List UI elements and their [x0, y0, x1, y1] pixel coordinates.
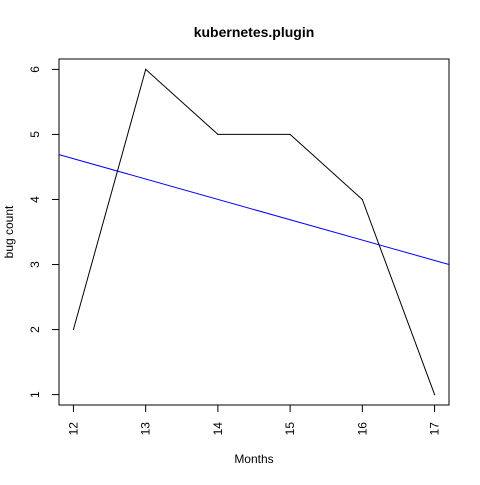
- x-tick-label: 17: [428, 422, 442, 436]
- x-tick-label: 15: [283, 422, 297, 436]
- x-tick-label: 14: [211, 422, 225, 436]
- chart-title: kubernetes.plugin: [194, 24, 315, 40]
- x-axis: 12 13 14 15 16 17: [66, 405, 441, 435]
- plot-frame: [59, 59, 449, 405]
- y-axis: 1 2 3 4 5 6: [28, 66, 59, 398]
- x-axis-label: Months: [234, 452, 273, 466]
- y-axis-label: bug count: [2, 205, 16, 258]
- data-point: [217, 134, 218, 135]
- series-line: [73, 69, 434, 394]
- y-tick-label: 6: [28, 66, 42, 73]
- x-tick-label: 12: [66, 422, 80, 436]
- y-tick-label: 3: [28, 261, 42, 268]
- data-point: [290, 134, 291, 135]
- data-point: [362, 199, 363, 200]
- series-layer: [59, 69, 449, 395]
- y-tick-label: 2: [28, 326, 42, 333]
- y-tick-label: 1: [28, 391, 42, 398]
- x-tick-label: 16: [355, 422, 369, 436]
- y-tick-label: 4: [28, 196, 42, 203]
- y-tick-label: 5: [28, 131, 42, 138]
- data-point: [145, 69, 146, 70]
- data-point: [73, 329, 74, 330]
- data-point: [434, 394, 435, 395]
- x-tick-label: 13: [139, 422, 153, 436]
